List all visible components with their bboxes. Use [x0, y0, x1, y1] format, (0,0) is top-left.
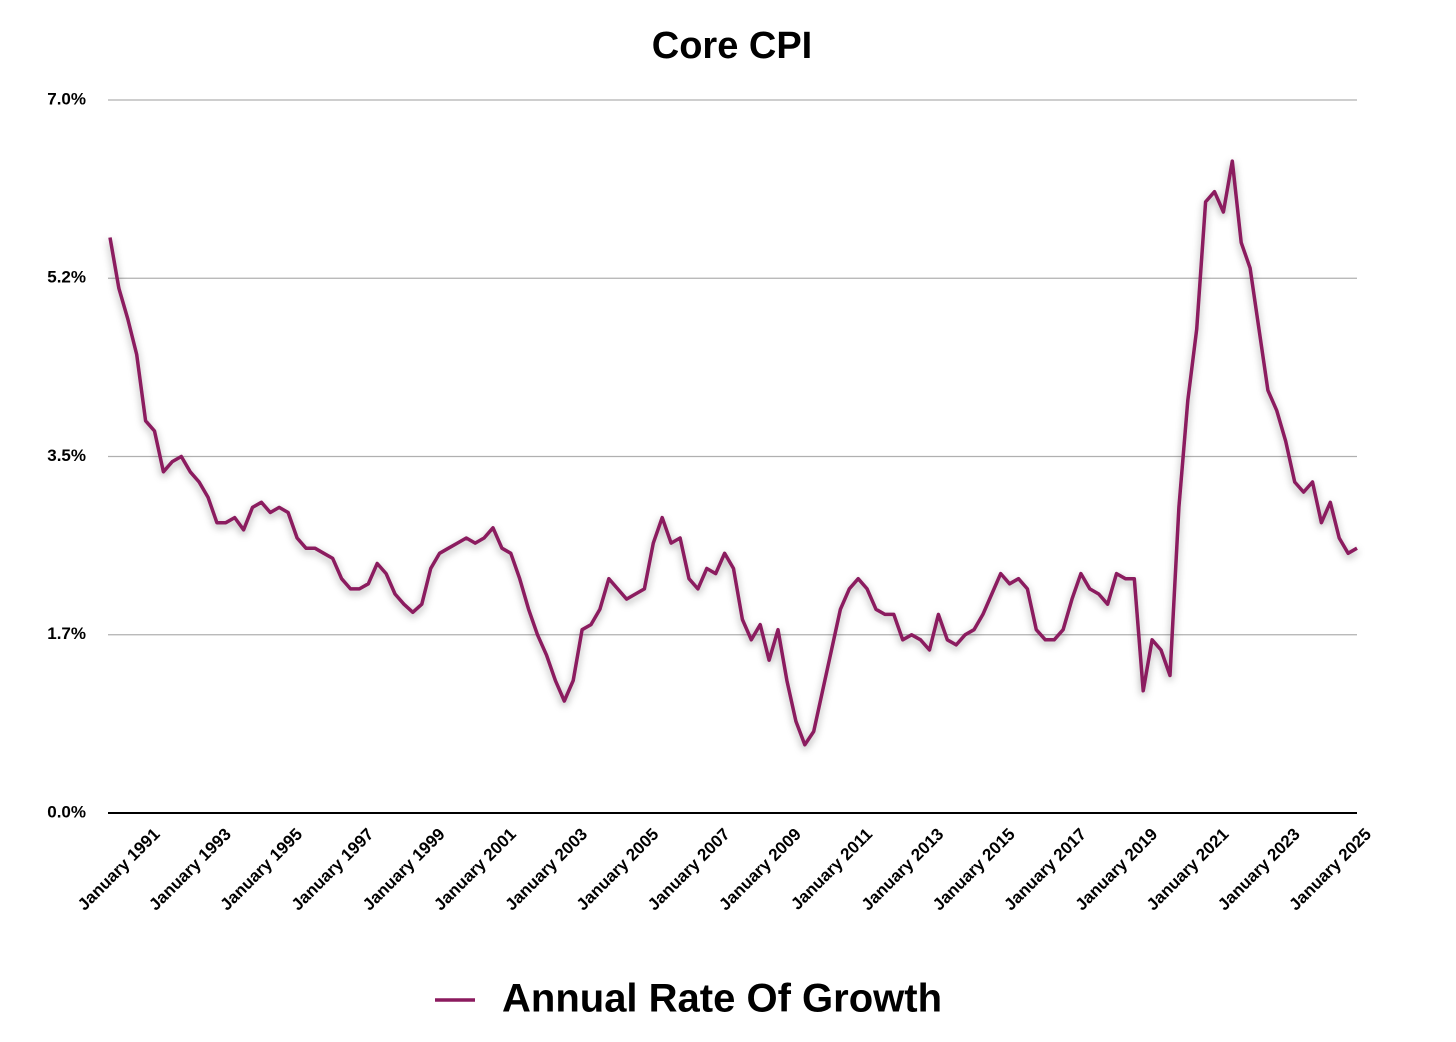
line-series [108, 159, 1358, 747]
y-tick-label: 0.0% [47, 802, 86, 821]
y-tick-label: 7.0% [47, 89, 86, 108]
chart-title: Core CPI [652, 25, 812, 67]
y-tick-label: 3.5% [47, 446, 86, 465]
y-tick-label: 5.2% [47, 268, 86, 287]
legend-label: Annual Rate Of Growth [502, 977, 942, 1021]
y-tick-label: 1.7% [47, 624, 86, 643]
